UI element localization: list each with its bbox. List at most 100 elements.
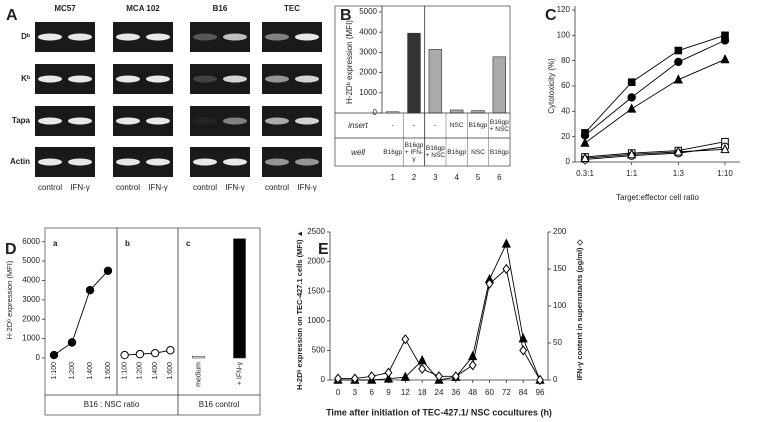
table-cell: NSC <box>449 122 464 129</box>
y-tick-label: 6000 <box>22 237 40 246</box>
x-tick-label: 6 <box>369 388 374 397</box>
x-tick-label: 84 <box>519 388 528 397</box>
gel-band <box>193 33 217 41</box>
marker <box>627 93 636 102</box>
marker <box>674 57 683 67</box>
lane-label: IFN-γ <box>297 183 317 192</box>
x-tick-label: 48 <box>468 388 477 397</box>
table-row-label: well <box>351 147 365 157</box>
marker <box>150 348 160 358</box>
table-cell: - <box>434 122 437 129</box>
marker <box>451 371 460 382</box>
marker <box>384 367 393 378</box>
bar <box>407 32 421 114</box>
y-axis-title: Cytotoxicity (%) <box>547 58 556 114</box>
x-tick-label: 0 <box>336 388 341 397</box>
x-tick-label: 1:400 <box>152 362 159 380</box>
lane-label: control <box>116 183 140 192</box>
y-tick-label: 2500 <box>307 227 325 236</box>
gel-band <box>223 75 247 83</box>
marker <box>720 53 730 64</box>
gel-band <box>116 33 140 41</box>
marker <box>627 78 636 87</box>
series-line <box>584 146 726 160</box>
y-tick-label: 500 <box>312 346 326 355</box>
y-tick-label: 4000 <box>359 27 377 36</box>
marker <box>401 334 410 345</box>
row-label: Tapa <box>12 116 31 125</box>
table-cell: B16gp + NSC <box>425 145 445 159</box>
table-cell: B16gp <box>447 148 467 156</box>
gel-band <box>193 117 217 125</box>
x-tick-label: 1:200 <box>137 362 144 380</box>
x-tick-label: 36 <box>451 388 460 397</box>
marker <box>627 103 637 113</box>
gel-band <box>38 33 62 41</box>
plot-frame <box>44 227 261 416</box>
marker <box>135 349 145 359</box>
marker <box>350 373 359 384</box>
y-tick-label: 60 <box>561 81 570 90</box>
marker <box>468 360 477 371</box>
gel-band <box>193 158 217 166</box>
bar <box>492 56 507 114</box>
marker <box>367 371 376 382</box>
panel-letter: D <box>5 241 17 258</box>
column-title: B16 <box>213 4 228 13</box>
marker <box>580 152 590 162</box>
panel-letter: E <box>318 241 329 258</box>
gel-band <box>38 158 62 166</box>
group-label: B16 : NSC ratio <box>84 400 140 409</box>
y-axis-title: H-2Dᵇ expression (MFI) <box>345 20 354 104</box>
bar <box>428 49 443 114</box>
gel-band <box>223 158 247 166</box>
x-tick-label: + IFN-γ <box>236 362 243 386</box>
y-tick-label: 100 <box>557 30 571 39</box>
x-tick-label: 1:100 <box>121 362 128 380</box>
series-line <box>584 141 726 158</box>
x-tick-label: 1:100 <box>51 362 58 380</box>
series-line <box>584 34 726 134</box>
x-axis-title: Time after initiation of TEC-427.1/ NSC … <box>326 407 552 417</box>
marker <box>383 373 394 383</box>
gel-band <box>68 33 92 41</box>
x-tick-label: 72 <box>502 388 511 397</box>
gel-band <box>68 75 92 83</box>
marker <box>720 36 730 45</box>
marker <box>67 338 77 347</box>
gel-band <box>38 117 62 125</box>
gel-band <box>265 117 289 125</box>
y-tick-label: 1000 <box>359 88 377 97</box>
x-tick-label: 0.3:1 <box>576 169 594 178</box>
marker <box>674 46 683 55</box>
gel-band <box>116 158 140 166</box>
marker <box>435 371 443 382</box>
marker <box>502 263 511 275</box>
lane-label: IFN-γ <box>70 183 90 192</box>
marker <box>501 238 511 248</box>
x-tick-label: 9 <box>386 388 391 397</box>
y-tick-label: 0 <box>553 375 558 384</box>
x-tick-label: 18 <box>418 388 427 397</box>
gel-band <box>38 75 62 83</box>
x-tick-label: 1:10 <box>717 169 733 178</box>
y-tick-label: 0 <box>566 157 571 166</box>
subplot-label: a <box>53 239 58 248</box>
y-axis-title: H-2Dᵇ expression on TEC-427.1 cells (MFI… <box>295 230 304 390</box>
marker <box>418 363 427 375</box>
x-tick-label: 3 <box>433 173 438 182</box>
lane-label: IFN-γ <box>225 183 245 192</box>
column-title: MC57 <box>54 4 76 13</box>
series-line <box>584 39 726 136</box>
y-tick-label: 100 <box>553 301 567 310</box>
gel-band <box>295 117 319 125</box>
gel-band <box>193 75 217 83</box>
marker <box>334 373 342 384</box>
gel-band <box>146 33 170 41</box>
gel-band <box>116 117 140 125</box>
table-cell: - <box>412 122 416 129</box>
x-tick-label: medium <box>195 362 202 387</box>
x-tick-label: 1:1 <box>626 169 638 178</box>
gel-band <box>265 75 289 83</box>
